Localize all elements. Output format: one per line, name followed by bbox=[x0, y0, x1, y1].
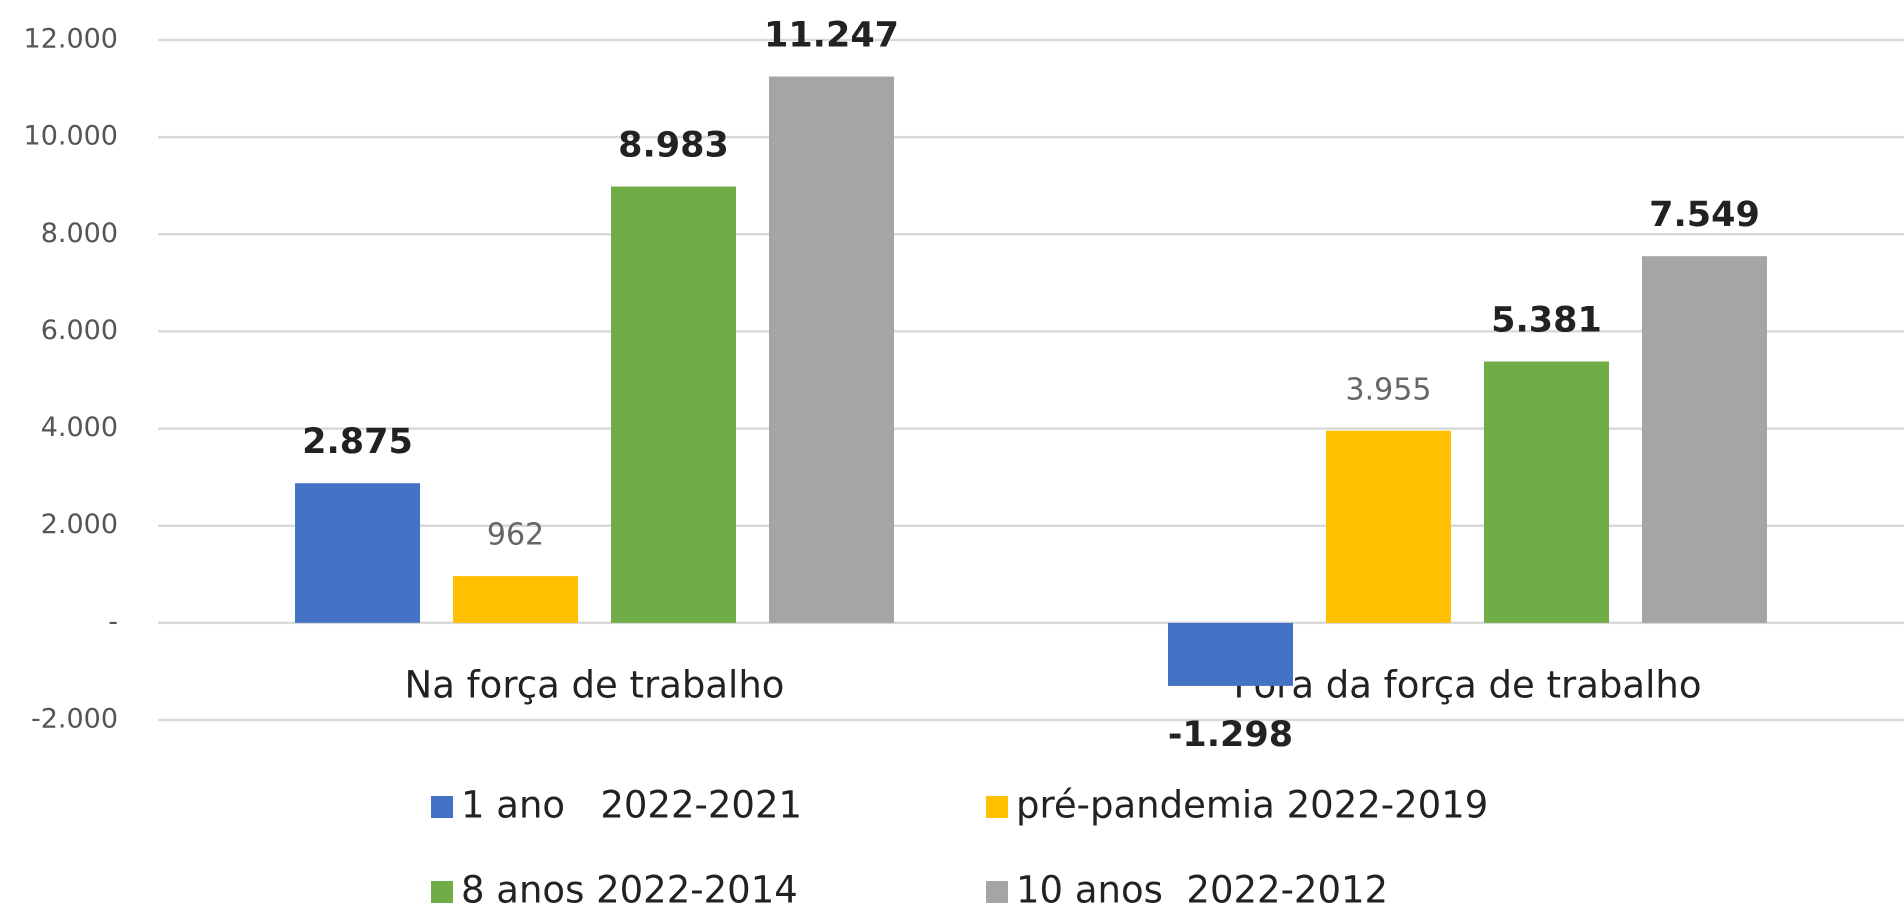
bar bbox=[453, 576, 578, 623]
y-tick-label: -2.000 bbox=[31, 704, 118, 735]
legend-label: pré-pandemia 2022-2019 bbox=[1016, 784, 1488, 827]
legend-swatch bbox=[986, 796, 1008, 818]
bar bbox=[295, 483, 420, 623]
data-label: 7.549 bbox=[1649, 195, 1760, 235]
data-label: 3.955 bbox=[1346, 372, 1432, 407]
data-label: 962 bbox=[487, 518, 544, 553]
y-tick-label: - bbox=[108, 606, 118, 637]
y-tick-label: 4.000 bbox=[41, 412, 118, 443]
x-tick-label: Na força de trabalho bbox=[405, 664, 785, 707]
legend-swatch bbox=[431, 881, 453, 903]
data-label: 5.381 bbox=[1491, 300, 1602, 340]
y-tick-label: 6.000 bbox=[41, 315, 118, 346]
bar bbox=[1484, 361, 1609, 623]
bar bbox=[1168, 622, 1293, 686]
y-tick-label: 8.000 bbox=[41, 218, 118, 249]
y-tick-label: 12.000 bbox=[24, 24, 118, 55]
legend-label: 10 anos 2022-2012 bbox=[1016, 869, 1388, 911]
data-label: 11.247 bbox=[764, 16, 899, 56]
legend-label: 8 anos 2022-2014 bbox=[461, 869, 798, 911]
legend-swatch bbox=[986, 881, 1008, 903]
bar bbox=[769, 76, 894, 623]
legend-label: 1 ano 2022-2021 bbox=[461, 784, 802, 827]
legend-swatch bbox=[431, 796, 453, 818]
data-label: -1.298 bbox=[1168, 715, 1293, 755]
bar bbox=[1642, 256, 1767, 623]
bar bbox=[611, 186, 736, 623]
y-tick-label: 10.000 bbox=[24, 121, 118, 152]
data-label: 8.983 bbox=[618, 126, 729, 166]
bar bbox=[1326, 430, 1451, 623]
data-label: 2.875 bbox=[302, 422, 413, 462]
x-tick-label: Fora da força de trabalho bbox=[1234, 664, 1702, 707]
y-tick-label: 2.000 bbox=[41, 509, 118, 540]
